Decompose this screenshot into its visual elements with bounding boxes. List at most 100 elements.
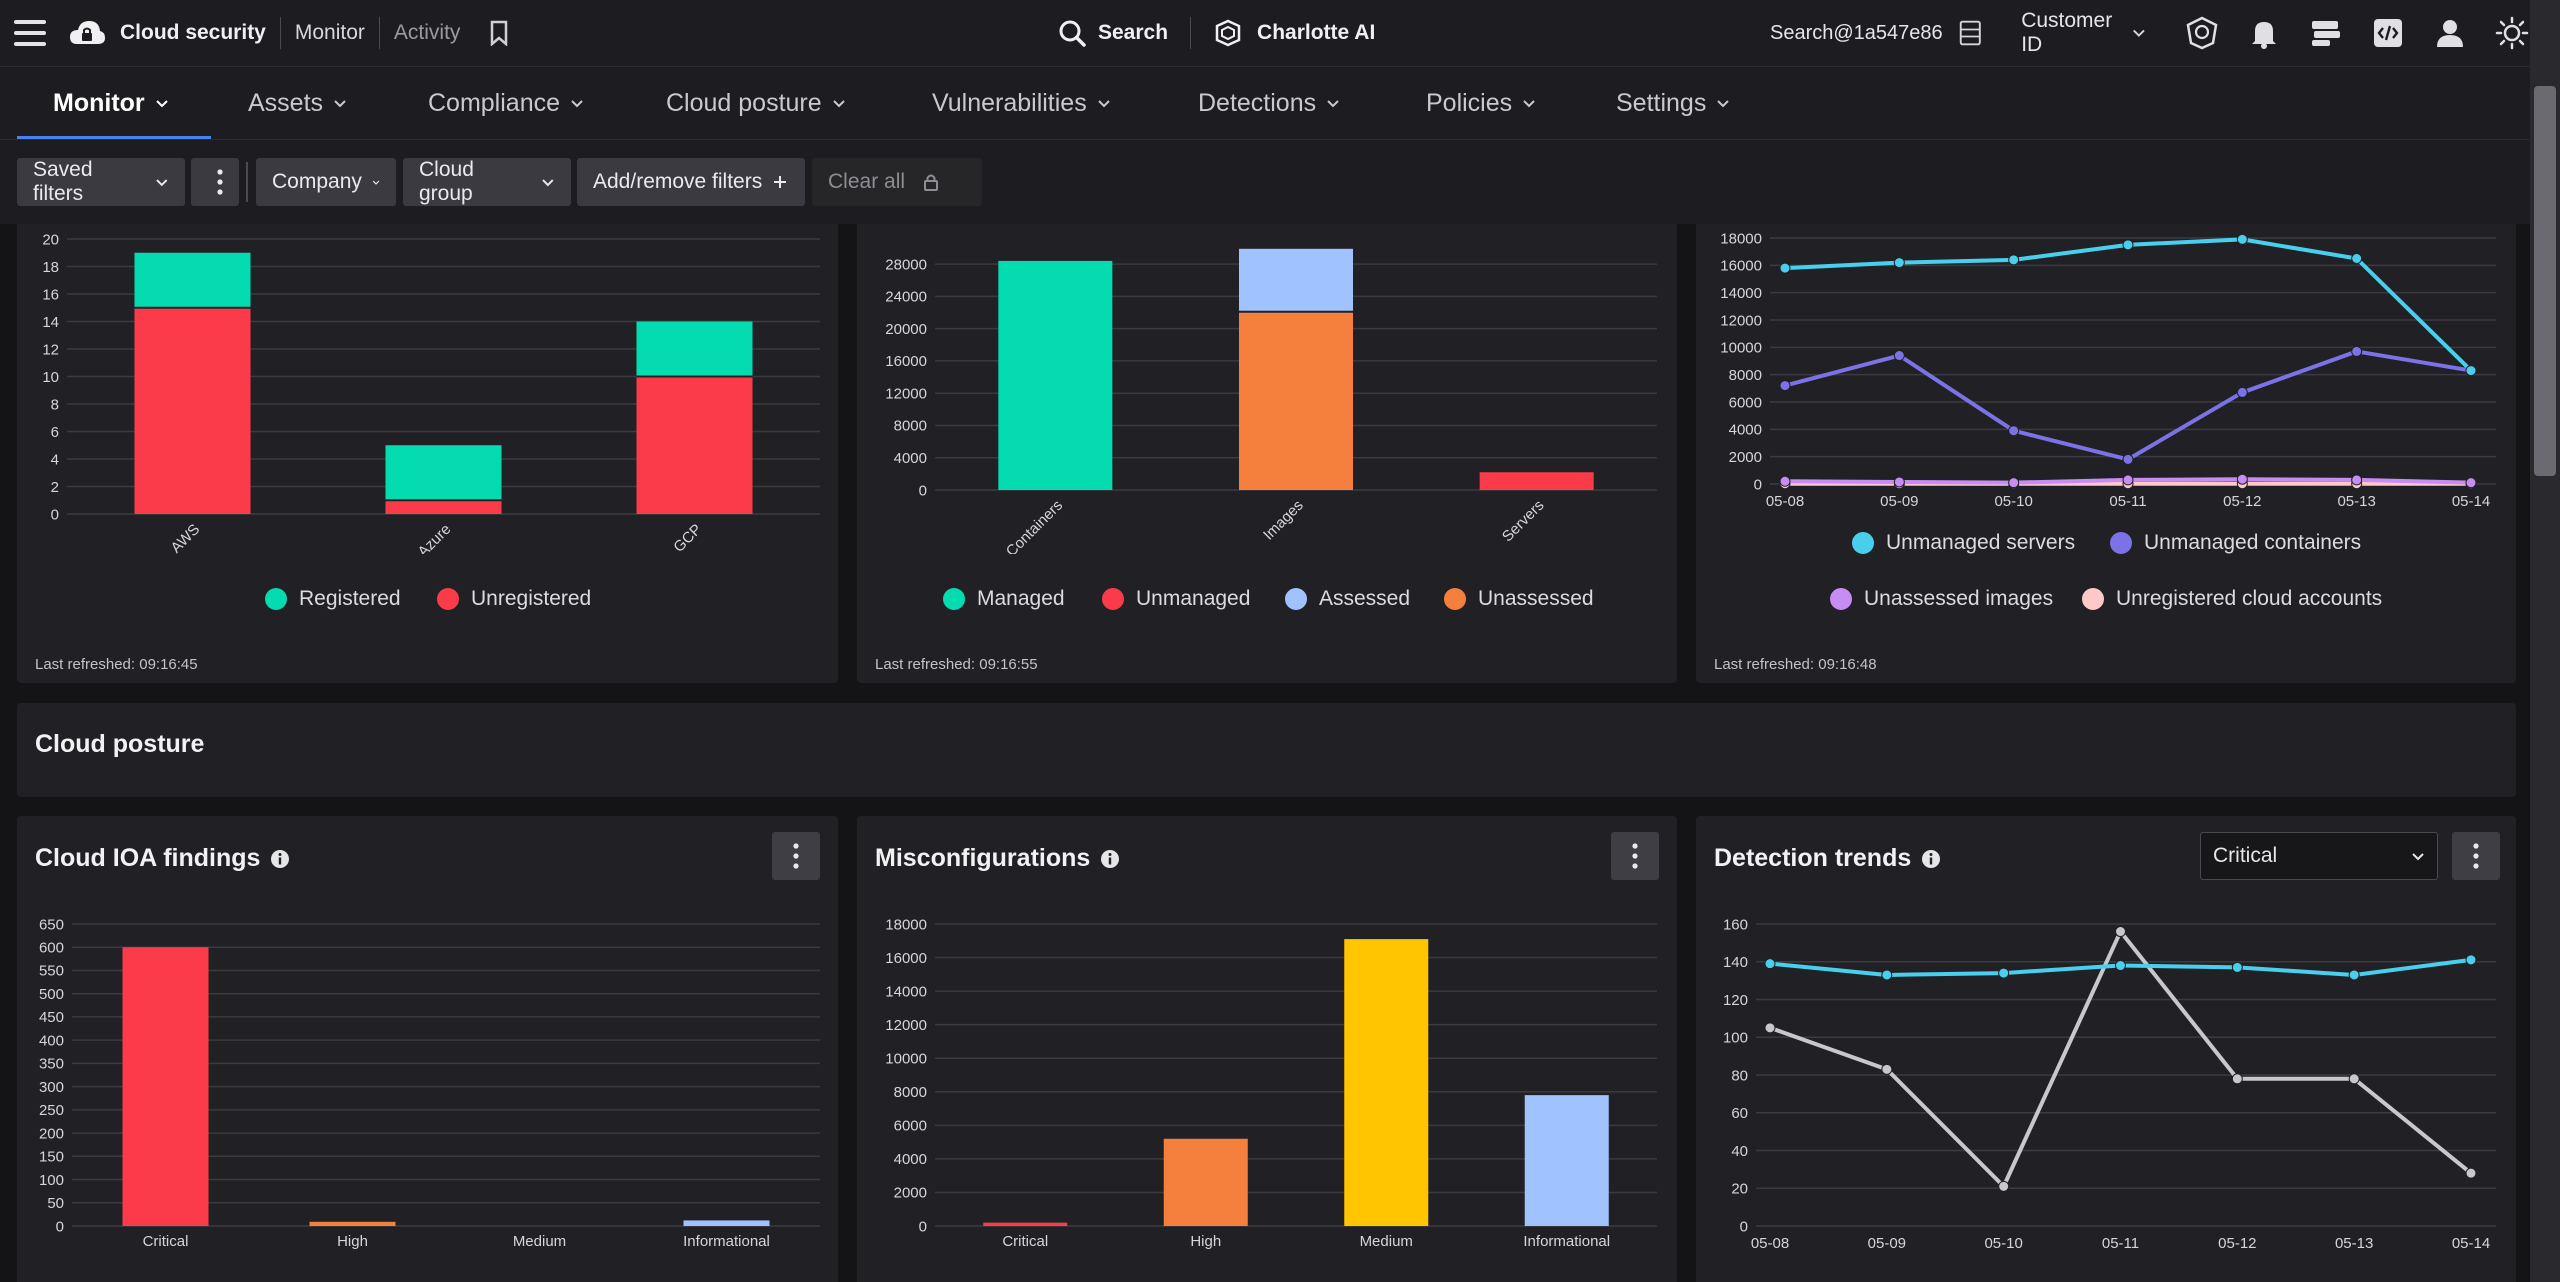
- nav-detections-label: Detections: [1198, 88, 1317, 117]
- breadcrumb-activity[interactable]: Activity: [393, 21, 461, 44]
- nav-assets[interactable]: Assets: [248, 67, 347, 139]
- data-point: [2115, 926, 2126, 938]
- x-tick-label: 05-11: [2109, 493, 2146, 510]
- y-tick-label: 0: [51, 506, 59, 523]
- bar: [683, 1220, 770, 1226]
- severity-select[interactable]: Critical: [2200, 832, 2438, 880]
- active-tab-indicator: [17, 136, 211, 139]
- customer-id-dropdown[interactable]: Customer ID: [2021, 9, 2146, 57]
- data-point: [2122, 239, 2134, 251]
- legend-unregistered[interactable]: Unregistered: [437, 587, 591, 611]
- info-icon[interactable]: [270, 849, 290, 869]
- x-tick-label: 05-08: [1751, 1235, 1789, 1252]
- theme-sun-icon[interactable]: [2494, 15, 2530, 51]
- legend-label: Unassessed: [1478, 587, 1594, 610]
- chevron-down-icon: [1098, 99, 1110, 107]
- bar: [385, 500, 502, 514]
- app-title[interactable]: Cloud security: [120, 21, 266, 44]
- x-tick-label: 05-09: [1868, 1235, 1906, 1252]
- cloud-group-filter[interactable]: Cloud group: [403, 158, 571, 206]
- falcon-shield-icon[interactable]: [2184, 15, 2220, 51]
- legend-managed[interactable]: Managed: [943, 587, 1065, 611]
- panel-title-text: Misconfigurations: [875, 844, 1091, 872]
- x-tick-label: 05-10: [1994, 493, 2032, 510]
- data-point: [1998, 967, 2010, 979]
- clear-all-button[interactable]: Clear all: [812, 158, 982, 206]
- legend-unmanaged[interactable]: Unmanaged: [1102, 587, 1250, 611]
- data-point: [1764, 1022, 1776, 1034]
- panel-title: Misconfigurations: [875, 844, 1120, 873]
- nav-cloud-posture-label: Cloud posture: [666, 88, 822, 117]
- clear-all-label: Clear all: [828, 170, 906, 193]
- x-tick-label: 05-09: [1880, 493, 1918, 510]
- legend-unregistered-cloud-accounts[interactable]: Unregistered cloud accounts: [2082, 587, 2382, 611]
- y-tick-label: 4: [51, 451, 59, 468]
- user-profile-icon[interactable]: [2432, 15, 2468, 51]
- legend-registered[interactable]: Registered: [265, 587, 401, 611]
- global-search-button[interactable]: Search: [1058, 19, 1168, 47]
- panel-options-button[interactable]: [1611, 832, 1659, 880]
- saved-filters-button[interactable]: Saved filters: [17, 158, 185, 206]
- y-tick-label: 16000: [885, 353, 927, 370]
- bell-icon[interactable]: [2246, 15, 2282, 51]
- nav-assets-label: Assets: [248, 88, 324, 117]
- nav-compliance[interactable]: Compliance: [428, 67, 584, 139]
- bar: [1239, 311, 1353, 490]
- bookmark-icon[interactable]: [488, 20, 510, 46]
- y-tick-label: 6: [51, 424, 59, 441]
- info-icon[interactable]: [1921, 849, 1941, 869]
- y-tick-label: 0: [1754, 476, 1762, 493]
- panel-options-button[interactable]: [772, 832, 820, 880]
- bar: [309, 1221, 396, 1226]
- page-scrollbar[interactable]: [2530, 0, 2560, 1282]
- y-tick-label: 0: [1740, 1218, 1748, 1235]
- legend-unmanaged-containers[interactable]: Unmanaged containers: [2110, 531, 2361, 555]
- user-name[interactable]: Search@1a547e86: [1770, 21, 1943, 44]
- data-point: [2236, 473, 2248, 485]
- add-remove-filters-button[interactable]: Add/remove filters: [577, 158, 805, 206]
- y-tick-label: 2000: [894, 1185, 927, 1202]
- x-tick-label: 05-12: [2218, 1235, 2256, 1252]
- cloud-posture-section: Cloud posture: [17, 703, 2516, 797]
- nav-detections[interactable]: Detections: [1198, 67, 1340, 139]
- database-icon[interactable]: [1959, 18, 1982, 48]
- y-tick-label: 250: [39, 1102, 64, 1119]
- menu-icon[interactable]: [14, 20, 46, 46]
- nav-vulnerabilities[interactable]: Vulnerabilities: [932, 67, 1111, 139]
- messages-icon[interactable]: [2308, 15, 2344, 51]
- scrollbar-thumb[interactable]: [2534, 86, 2556, 476]
- developer-tools-icon[interactable]: [2370, 15, 2406, 51]
- nav-monitor[interactable]: Monitor: [53, 67, 169, 139]
- nav-settings[interactable]: Settings: [1616, 67, 1730, 139]
- y-tick-label: 10000: [1720, 340, 1762, 357]
- nav-policies[interactable]: Policies: [1426, 67, 1536, 139]
- charlotte-ai-button[interactable]: Charlotte AI: [1213, 18, 1375, 48]
- panel-options-button[interactable]: [2452, 832, 2500, 880]
- filter-options-button[interactable]: [191, 158, 239, 206]
- cloud-accounts-panel: 0 2 4 6 8 10 12 14 16 18 20 AWS Azure GCP Registered …: [17, 224, 838, 683]
- y-tick-label: 20: [42, 231, 59, 248]
- info-icon[interactable]: [1100, 849, 1120, 869]
- y-tick-label: 60: [1731, 1105, 1748, 1122]
- chevron-down-icon: [155, 99, 168, 107]
- bar: [998, 260, 1113, 490]
- unmanaged-trend-panel: 0 2000 4000 6000 8000 10000 12000 14000 16000 180…: [1696, 224, 2516, 683]
- data-point: [2122, 474, 2134, 486]
- cloud-lock-icon: [70, 21, 105, 44]
- nav-cloud-posture[interactable]: Cloud posture: [666, 67, 846, 139]
- data-point: [2465, 1167, 2477, 1179]
- y-tick-label: 4000: [894, 1151, 927, 1168]
- legend-assessed[interactable]: Assessed: [1285, 587, 1410, 611]
- data-point: [2231, 1073, 2243, 1085]
- legend-label: Registered: [299, 587, 401, 610]
- nav-policies-label: Policies: [1426, 88, 1513, 117]
- legend-unassessed-images[interactable]: Unassessed images: [1830, 587, 2053, 611]
- company-filter[interactable]: Company: [256, 158, 396, 206]
- customer-id-label: Customer ID: [2021, 9, 2113, 56]
- y-tick-label: 18000: [885, 916, 927, 933]
- x-tick-label: 05-14: [2452, 493, 2490, 510]
- x-tick-label: 05-14: [2452, 1235, 2490, 1252]
- legend-unassessed[interactable]: Unassessed: [1444, 587, 1594, 611]
- breadcrumb-monitor[interactable]: Monitor: [294, 21, 365, 44]
- legend-unmanaged-servers[interactable]: Unmanaged servers: [1852, 531, 2075, 555]
